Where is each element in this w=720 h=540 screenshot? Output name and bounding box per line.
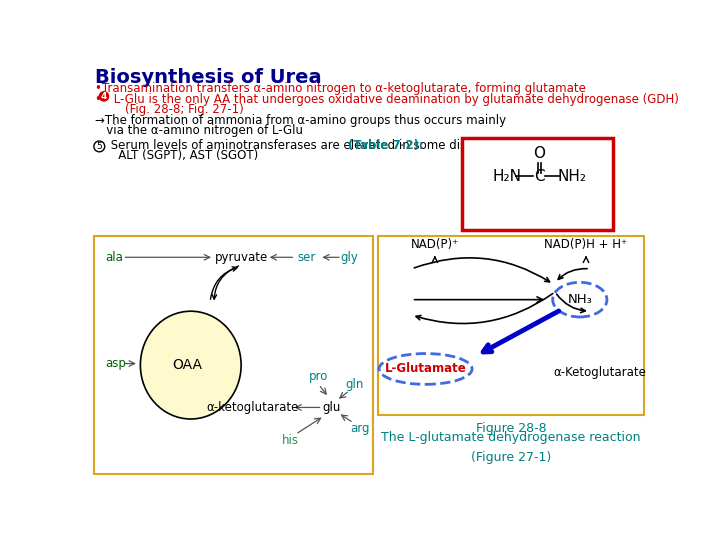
- Text: via the α-amino nitrogen of L-Glu: via the α-amino nitrogen of L-Glu: [94, 124, 302, 137]
- Text: O: O: [533, 146, 545, 161]
- Text: Biosynthesis of Urea: Biosynthesis of Urea: [94, 68, 321, 87]
- Text: The L-glutamate dehydrogenase reaction: The L-glutamate dehydrogenase reaction: [382, 431, 641, 444]
- Text: NH₃: NH₃: [567, 293, 593, 306]
- Text: OAA: OAA: [172, 358, 202, 372]
- Text: ala: ala: [106, 251, 123, 264]
- Text: (Table 7-2):: (Table 7-2):: [348, 139, 423, 152]
- Text: C: C: [534, 169, 544, 184]
- FancyArrowPatch shape: [210, 267, 237, 299]
- Text: (Fig. 28-8; Fig. 27-1): (Fig. 28-8; Fig. 27-1): [110, 103, 244, 116]
- Text: α-ketoglutarate: α-ketoglutarate: [207, 401, 299, 414]
- FancyArrowPatch shape: [212, 266, 238, 299]
- Text: 5: 5: [96, 142, 102, 151]
- Text: pro: pro: [309, 370, 328, 383]
- Text: L-Glu is the only AA that undergoes oxidative deamination by glutamate dehydroge: L-Glu is the only AA that undergoes oxid…: [110, 92, 679, 105]
- Text: NAD(P)⁺: NAD(P)⁺: [410, 239, 459, 252]
- Text: arg: arg: [350, 422, 369, 435]
- Text: →The formation of ammonia from α-amino groups thus occurs mainly: →The formation of ammonia from α-amino g…: [94, 114, 505, 127]
- Text: gln: gln: [346, 378, 364, 391]
- Text: •: •: [94, 92, 102, 105]
- Text: gly: gly: [341, 251, 359, 264]
- FancyArrowPatch shape: [558, 269, 587, 279]
- Text: glu: glu: [323, 401, 341, 414]
- Ellipse shape: [553, 282, 607, 317]
- Bar: [94, 236, 373, 475]
- Text: Serum levels of aminotransferases are elevated in some disease: Serum levels of aminotransferases are el…: [107, 139, 498, 152]
- FancyArrowPatch shape: [416, 294, 553, 323]
- Bar: [378, 236, 644, 415]
- Text: L-Glutamate: L-Glutamate: [384, 362, 467, 375]
- FancyArrowPatch shape: [483, 311, 559, 352]
- Text: 4: 4: [101, 92, 107, 101]
- Text: NAD(P)H + H⁺: NAD(P)H + H⁺: [544, 239, 628, 252]
- Circle shape: [99, 92, 109, 101]
- Text: NH₂: NH₂: [558, 169, 587, 184]
- Bar: [462, 138, 613, 231]
- Text: pyruvate: pyruvate: [215, 251, 268, 264]
- Text: H₂N: H₂N: [492, 169, 521, 184]
- Text: asp: asp: [106, 357, 127, 370]
- Text: his: his: [282, 434, 299, 447]
- Text: α-Ketoglutarate: α-Ketoglutarate: [554, 366, 647, 379]
- Ellipse shape: [140, 311, 241, 419]
- Ellipse shape: [379, 354, 472, 384]
- Text: Figure 28-8: Figure 28-8: [476, 422, 546, 435]
- Text: •Transamination transfers α-amino nitrogen to α-ketoglutarate, forming glutamate: •Transamination transfers α-amino nitrog…: [94, 82, 585, 94]
- FancyArrowPatch shape: [414, 258, 549, 282]
- FancyArrowPatch shape: [557, 294, 585, 313]
- Text: (Figure 27-1): (Figure 27-1): [471, 451, 552, 464]
- Text: ALT (SGPT), AST (SGOT): ALT (SGPT), AST (SGOT): [107, 150, 258, 163]
- Text: ser: ser: [298, 251, 316, 264]
